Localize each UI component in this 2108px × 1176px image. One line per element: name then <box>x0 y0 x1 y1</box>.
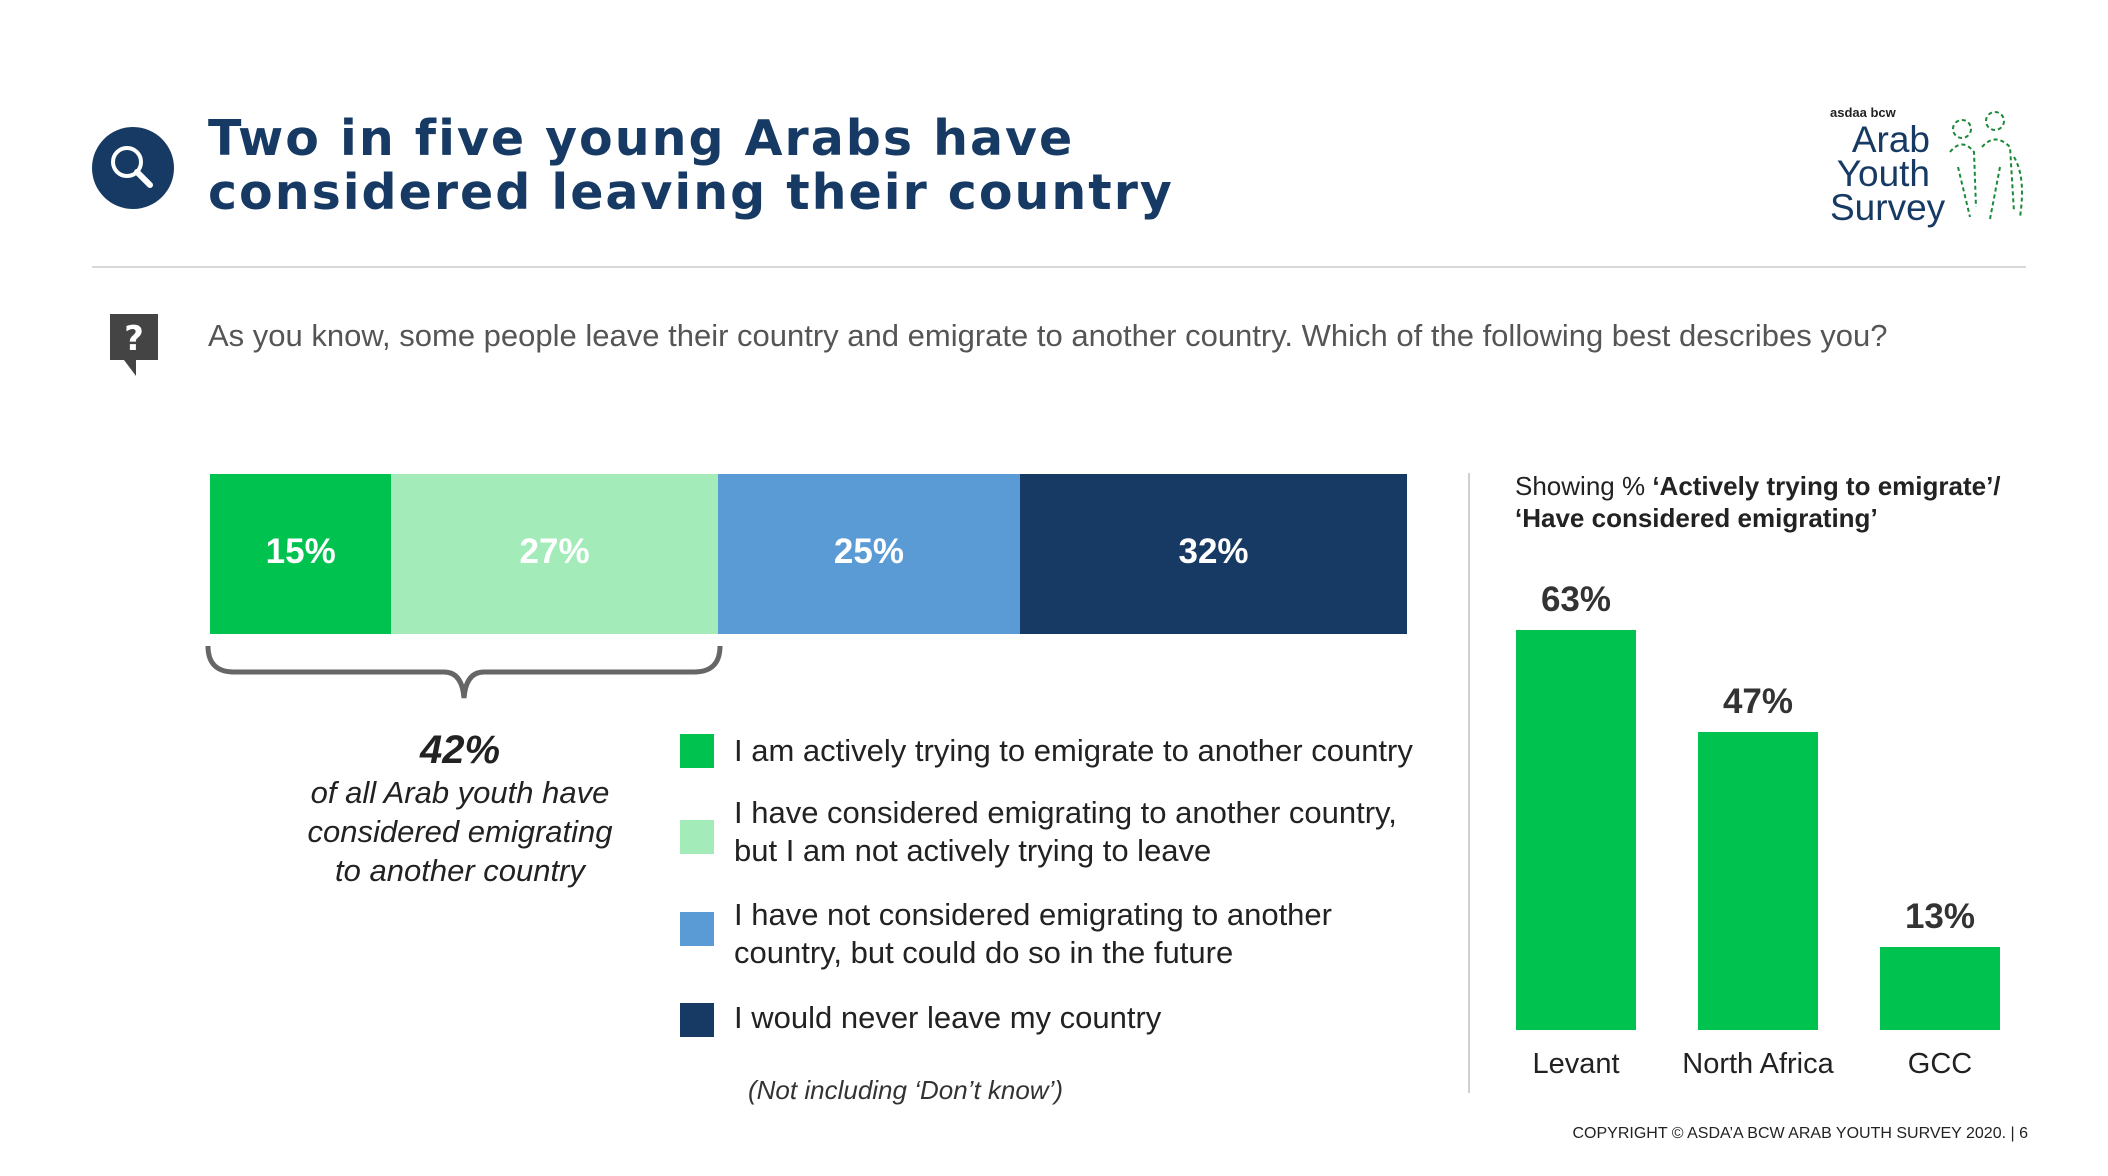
page-title: Two in five young Arabs have considered … <box>208 112 1174 220</box>
logo-word-youth: Youth <box>1836 153 1930 194</box>
header-bold-2: ‘Have considered emigrating’ <box>1515 503 1878 533</box>
header-prefix: Showing % <box>1515 471 1653 501</box>
stacked-segment-label-0: 15% <box>265 532 336 571</box>
logo-word-survey: Survey <box>1830 187 1946 228</box>
region-bar-value-2: 13% <box>1904 897 1976 937</box>
region-bar-value-0: 63% <box>1540 580 1612 619</box>
section-divider <box>1468 473 1470 1093</box>
stacked-segment-label-2: 25% <box>833 532 904 571</box>
regional-chart-header: Showing % ‘Actively trying to emigrate’/… <box>1515 470 2001 534</box>
svg-text:?: ? <box>124 319 144 359</box>
summary-line-1: of all Arab youth have <box>310 775 610 810</box>
legend-swatch-never <box>680 1003 714 1037</box>
title-line-2: considered leaving their country <box>208 164 1174 221</box>
search-icon <box>92 127 174 209</box>
header-divider <box>92 266 2026 268</box>
legend-label-active: I am actively trying to emigrate to anot… <box>734 733 1413 768</box>
region-bar-value-1: 47% <box>1722 681 1794 721</box>
arab-youth-survey-logo: asdaa bcw Arab Youth Survey <box>1790 105 2030 240</box>
question-icon: ? <box>106 310 162 380</box>
legend-item-could: I have not considered emigrating to anot… <box>680 896 1454 972</box>
region-bar-1 <box>1698 731 1818 1030</box>
title-line-1: Two in five young Arabs have <box>208 110 1075 167</box>
logo-brand-text: asdaa bcw <box>1830 105 1896 120</box>
logo-word-arab: Arab <box>1851 119 1930 160</box>
region-category-label-1: North Africa <box>1682 1048 1834 1080</box>
legend-swatch-could <box>680 912 714 946</box>
region-category-label-2: GCC <box>1907 1048 1973 1080</box>
copyright-notice: COPYRIGHT © ASDA’A BCW ARAB YOUTH SURVEY… <box>1572 1125 2028 1142</box>
summary-line-2: considered emigrating <box>307 814 613 849</box>
stacked-segment-3: 32% <box>1020 474 1407 634</box>
legend-label-could: I have not considered emigrating to anot… <box>734 897 1332 970</box>
legend-label-never: I would never leave my country <box>734 1000 1162 1035</box>
stacked-bar-chart: 15% 27% 25% 32% <box>210 474 1407 634</box>
region-bar-0 <box>1516 630 1636 1030</box>
regional-bar-chart: 63% Levant 47% North Africa 13% GCC <box>1500 560 2040 1090</box>
legend-item-considered: I have considered emigrating to another … <box>680 794 1454 870</box>
legend-label-considered: I have considered emigrating to another … <box>734 795 1397 868</box>
legend-swatch-active <box>680 734 714 768</box>
summary-value: 42% <box>419 728 501 772</box>
region-bar-2 <box>1880 947 2000 1030</box>
stacked-segment-label-1: 27% <box>519 532 590 571</box>
stacked-segment-0: 15% <box>210 474 392 634</box>
region-category-label-0: Levant <box>1532 1048 1620 1080</box>
stacked-segment-2: 25% <box>717 474 1021 634</box>
legend-swatch-considered <box>680 820 714 854</box>
stacked-segment-label-3: 32% <box>1178 532 1249 571</box>
people-illustration-icon <box>1949 111 2023 220</box>
summary-line-3: to another country <box>335 853 585 888</box>
footnote: (Not including ‘Don’t know’) <box>748 1075 1064 1105</box>
legend-item-active: I am actively trying to emigrate to anot… <box>680 732 1454 770</box>
stacked-segment-1: 27% <box>391 474 718 634</box>
survey-question: As you know, some people leave their cou… <box>208 318 1888 353</box>
summary-callout: 42% of all Arab youth have considered em… <box>270 728 650 890</box>
legend-item-never: I would never leave my country <box>680 999 1454 1037</box>
header-bold-1: ‘Actively trying to emigrate’/ <box>1652 471 2001 501</box>
bracket-icon <box>205 645 723 699</box>
